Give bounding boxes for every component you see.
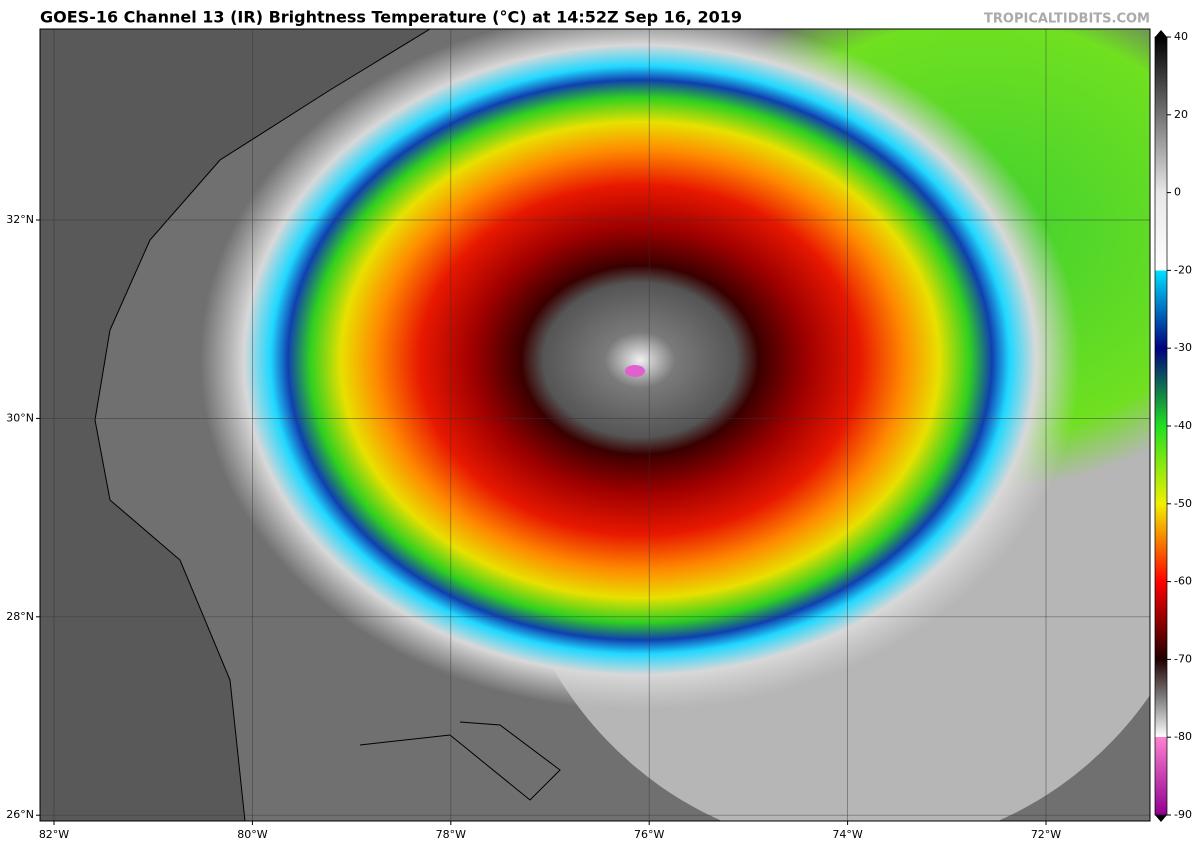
- colorbar-label: -70: [1174, 652, 1192, 665]
- colorbar-label: 0: [1174, 186, 1181, 199]
- lat-label: 26°N: [6, 808, 34, 821]
- title: GOES-16 Channel 13 (IR) Brightness Tempe…: [40, 8, 742, 27]
- lon-label: 80°W: [237, 828, 267, 841]
- colorbar-label: 20: [1174, 108, 1188, 121]
- lon-label: 78°W: [436, 828, 466, 841]
- land: [40, 29, 431, 821]
- hurricane: [200, 29, 1080, 710]
- eye-core: [625, 365, 645, 377]
- lon-label: 82°W: [39, 828, 69, 841]
- colorbar-label: -90: [1174, 808, 1192, 821]
- bahamas: [359, 721, 561, 801]
- colorbar-label: -20: [1174, 263, 1192, 276]
- colorbar-label: -80: [1174, 730, 1192, 743]
- colorbar-label: 40: [1174, 30, 1188, 43]
- lat-label: 30°N: [6, 411, 34, 424]
- lon-label: 76°W: [634, 828, 664, 841]
- lat-label: 28°N: [6, 610, 34, 623]
- colorbar: [1154, 36, 1168, 816]
- map-frame: [39, 28, 1151, 822]
- lon-label: 74°W: [832, 828, 862, 841]
- lon-label: 72°W: [1031, 828, 1061, 841]
- satellite-image: [40, 29, 1150, 821]
- colorbar-label: -30: [1174, 341, 1192, 354]
- watermark: TROPICALTIDBITS.COM: [984, 12, 1150, 27]
- graticule: [40, 29, 1150, 821]
- colorbar-label: -60: [1174, 575, 1192, 588]
- colorbar-label: -40: [1174, 419, 1192, 432]
- colorbar-label: -50: [1174, 497, 1192, 510]
- lat-label: 32°N: [6, 213, 34, 226]
